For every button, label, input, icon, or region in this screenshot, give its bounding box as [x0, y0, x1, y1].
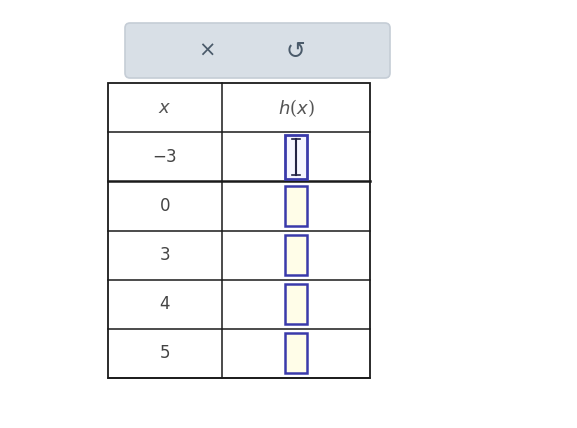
- Text: ↺: ↺: [286, 39, 306, 62]
- Text: $5$: $5$: [159, 345, 171, 363]
- Bar: [285, 333, 307, 373]
- Bar: [285, 235, 307, 275]
- Bar: [108, 83, 370, 378]
- Bar: [285, 284, 307, 324]
- Text: $\it{x}$: $\it{x}$: [158, 98, 171, 116]
- Bar: [108, 83, 370, 378]
- Bar: [285, 186, 307, 226]
- FancyBboxPatch shape: [125, 23, 390, 78]
- Text: $3$: $3$: [159, 246, 171, 264]
- Text: $\it{h}$($\it{x}$): $\it{h}$($\it{x}$): [278, 97, 314, 119]
- Text: $-3$: $-3$: [152, 148, 178, 166]
- Bar: [285, 135, 307, 179]
- Text: $4$: $4$: [159, 295, 171, 313]
- Text: ×: ×: [198, 41, 215, 60]
- Text: $0$: $0$: [159, 197, 171, 215]
